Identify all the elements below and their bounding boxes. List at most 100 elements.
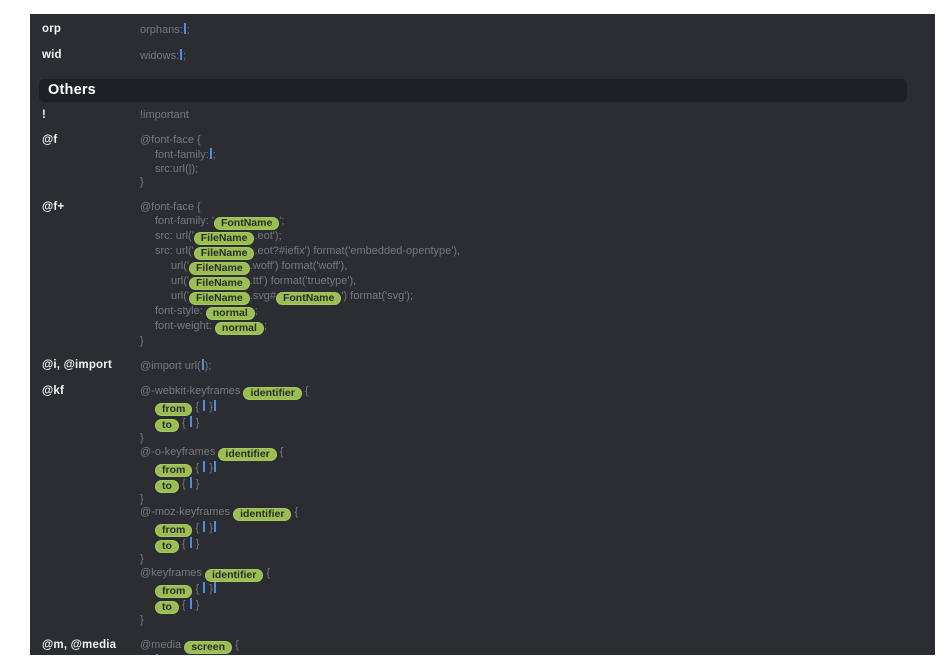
code-line: @keyframes identifier { [140,567,935,583]
cheatsheet-row: orp orphans:; [30,23,935,38]
rows-group-others: ! !important @f @font-face {font-family:; sr… [30,109,935,655]
code-text: font-style: [155,304,206,317]
section-header: Others [39,79,907,103]
abbreviation-label: wid [42,48,62,61]
code-text: ') format('svg'); [341,289,414,302]
code-line: url(' FileName .svg# FontName ') format('svg… [140,290,935,305]
code-text: { [192,461,203,474]
code-line: font-style: normal; [140,305,935,320]
code-text: ; [254,304,258,317]
code-line: } [140,176,935,190]
caret-placeholder-icon [156,653,158,655]
caret-placeholder-icon [183,23,186,34]
code-text: .woff') format('woff'), [249,259,348,272]
code-text: { [178,477,189,490]
expansion-code: orphans:; [140,23,935,38]
code-text: } [206,461,213,474]
expansion-code: @font-face {font-family:; src:url(|);} [140,134,935,190]
caret-placeholder-icon [189,476,192,488]
caret-placeholder-icon [203,521,206,533]
placeholder-token: FileName [189,261,250,275]
abbreviation-label: ! [42,109,47,122]
code-text: } [140,553,144,566]
code-line: from { } [140,400,935,417]
caret-placeholder-icon [203,460,206,472]
code-text: @-moz-keyframes [140,506,234,519]
code-line: @font-face { [140,201,935,215]
placeholder-token: identifier [233,508,292,522]
expansion-code: @import url(); [140,359,935,374]
code-text: } [206,522,213,535]
code-line: orphans:; [140,23,935,38]
expansion-code: !important [140,109,935,123]
code-text: { [192,522,203,535]
code-line: @-moz-keyframes identifier { [140,506,935,522]
placeholder-token: from [155,463,193,477]
code-line: from { } [140,460,935,477]
code-line: } [140,432,935,446]
code-text: ); [204,360,212,373]
code-line: font-family: ' FontName '; [140,215,935,230]
code-line: to { } [140,416,935,433]
abbreviation-label: @kf [42,385,65,398]
code-line: @import url(); [140,359,935,374]
code-text: ; [263,319,267,332]
code-text: { [232,638,239,651]
code-text: url(' [171,289,189,302]
caret-placeholder-icon [203,582,206,594]
placeholder-token: to [155,540,179,554]
code-text: { [301,385,309,398]
caret-placeholder-icon [201,359,204,371]
placeholder-token: to [155,601,179,615]
code-line: to { } [140,537,935,554]
code-text: !important [140,109,189,122]
expansion-code: @media screen {} [140,639,935,655]
placeholder-token: from [155,524,193,538]
code-text: { [291,506,299,519]
cheatsheet-row: wid widows:; [30,48,935,64]
code-text: } [192,417,200,430]
code-text: ; [183,49,187,62]
code-line: @font-face { [140,134,935,148]
code-text: { [263,567,271,580]
code-line: @-o-keyframes identifier { [140,446,935,461]
placeholder-token: normal [214,321,264,335]
cheatsheet-panel: orp orphans:; wid widows:; Others ! !importa… [30,14,935,655]
placeholder-token: FileName [189,291,250,305]
code-line: src: url(' FileName .eot?#iefix') format('… [140,245,935,260]
code-line [140,653,935,655]
code-text: } [206,583,213,596]
code-text: orphans: [140,24,183,36]
code-text: @import url( [140,360,201,373]
code-text: @font-face { [140,134,201,147]
code-text: font-family: [155,148,209,161]
placeholder-token: FileName [189,276,250,290]
code-text: src: url(' [155,229,194,242]
caret-placeholder-icon [209,147,212,159]
code-line: url(' FileName .ttf') format('truetype'), [140,275,935,290]
placeholder-token: FileName [193,246,255,260]
code-text: @font-face { [140,200,201,213]
code-text: } [192,477,200,490]
caret-placeholder-icon [213,460,216,472]
placeholder-token: normal [205,306,255,320]
code-text: url(' [171,259,189,272]
code-text: { [192,401,203,414]
section-title: Others [48,82,96,99]
placeholder-token: identifier [243,387,302,401]
cheatsheet-row: @f+ @font-face {font-family: ' FontName '; s… [30,201,935,348]
code-text: widows: [140,49,180,62]
code-text: { [178,417,189,430]
code-text: .eot?#iefix') format('embedded-opentype'… [254,244,461,257]
code-text: { [178,538,189,551]
placeholder-token: identifier [204,569,264,583]
placeholder-token: FontName [275,291,342,305]
code-text: '; [279,214,285,227]
code-text: } [140,614,144,627]
code-text: @media [140,638,185,651]
code-text: src: url(' [155,244,194,257]
cheatsheet-row: ! !important [30,109,935,123]
code-text: .svg# [249,289,276,302]
code-text: src:url(|); [155,162,199,175]
caret-placeholder-icon [189,537,192,549]
